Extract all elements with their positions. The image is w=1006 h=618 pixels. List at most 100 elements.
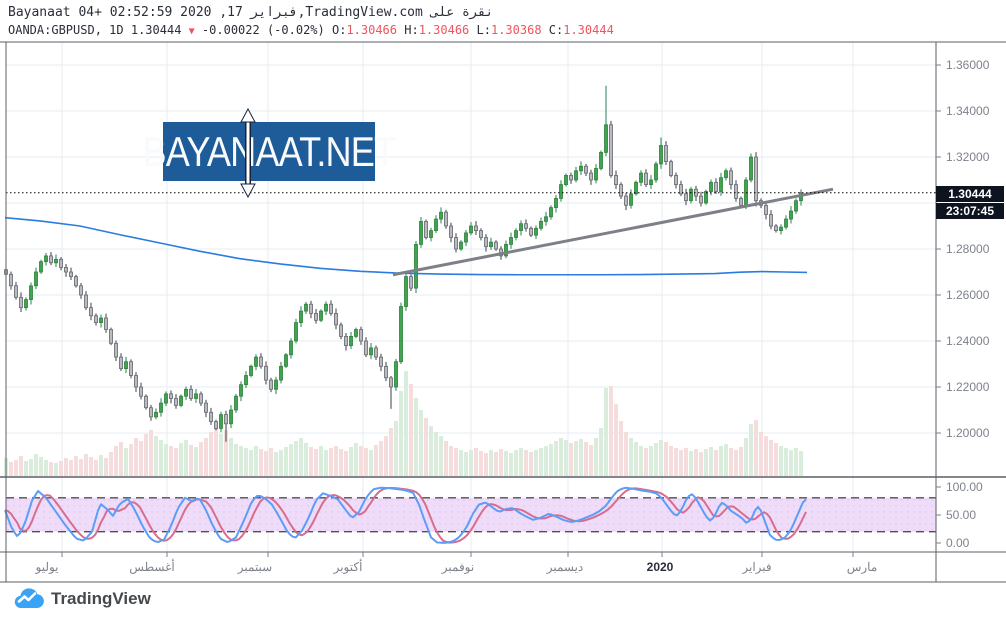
candle [69, 271, 73, 277]
volume-bar [444, 441, 448, 476]
candle [664, 145, 668, 163]
candle [584, 165, 588, 174]
candle [389, 377, 393, 388]
candle [164, 393, 168, 404]
price-axis-label: 1.26000 [946, 288, 990, 302]
candle [129, 361, 133, 376]
candle [54, 258, 58, 264]
candle [264, 365, 268, 381]
candle [169, 393, 173, 399]
candle [194, 393, 198, 399]
candle [704, 191, 708, 204]
time-axis-label: نوفمبر [441, 560, 475, 574]
volume-bar [669, 446, 673, 476]
volume-bar [59, 461, 63, 476]
candle [9, 273, 13, 287]
volume-bar [314, 449, 318, 476]
volume-bar [289, 444, 293, 476]
candle [299, 310, 303, 324]
volume-bar [384, 436, 388, 476]
candle [199, 393, 203, 404]
volume-bar [184, 440, 188, 476]
candle [14, 285, 18, 298]
candle [304, 303, 308, 312]
volume-bar [124, 448, 128, 476]
volume-bar [219, 434, 223, 476]
volume-bar [374, 445, 378, 476]
volume-bar [404, 371, 408, 476]
candle [94, 315, 98, 324]
candle [24, 299, 28, 309]
volume-bar [344, 451, 348, 476]
candle [114, 342, 118, 358]
open-value: 1.30466 [346, 23, 398, 37]
candle [609, 124, 613, 176]
candle [309, 303, 313, 314]
last-price: 1.30444 [130, 23, 182, 37]
volume-bar [729, 448, 733, 476]
volume-bar [364, 448, 368, 476]
volume-bar [354, 443, 358, 476]
symbol-status-line: OANDA:GBPUSD, 1D 1.30444 ▼ -0.00022 (-0.… [8, 23, 614, 37]
candle [254, 356, 258, 367]
volume-bar [239, 446, 243, 476]
tradingview-logo[interactable]: TradingView [12, 588, 151, 610]
candle [344, 335, 348, 346]
volume-bar [569, 443, 573, 476]
volume-bar [454, 448, 458, 476]
volume-bar [504, 451, 508, 476]
interval-label: 1D [109, 23, 124, 37]
candle [554, 197, 558, 208]
volume-bar [514, 450, 518, 476]
candle [339, 324, 343, 337]
candle [334, 312, 338, 326]
candle [454, 237, 458, 250]
volume-bar [789, 450, 793, 476]
volume-bar [724, 444, 728, 476]
volume-bar [584, 442, 588, 476]
volume-bar [679, 450, 683, 476]
snapshot-month-arabic: فبراير [250, 5, 298, 20]
volume-bar [204, 438, 208, 476]
volume-bar [794, 448, 798, 476]
candle [44, 255, 48, 263]
volume-bar [139, 441, 143, 476]
candle [79, 285, 83, 296]
price-axis-label: 1.24000 [946, 334, 990, 348]
time-axis-label: يوليو [35, 560, 59, 574]
candle [599, 151, 603, 169]
volume-bar [14, 460, 18, 476]
candle [684, 193, 688, 202]
volume-bar [634, 442, 638, 476]
volume-bar [709, 447, 713, 476]
candle [224, 414, 228, 425]
candle [439, 211, 443, 220]
candle [384, 365, 388, 379]
candle [514, 230, 518, 238]
volume-bar [639, 446, 643, 476]
candle [784, 218, 788, 228]
low-value: 1.30368 [490, 23, 542, 37]
candle [729, 170, 733, 186]
price-axis-label: 1.28000 [946, 242, 990, 256]
volume-bar [539, 448, 543, 476]
candle [349, 335, 353, 346]
volume-bar [739, 447, 743, 476]
volume-bar [589, 445, 593, 476]
volume-bar [389, 428, 393, 476]
candle [604, 124, 608, 153]
volume-bar [189, 445, 193, 476]
candle [419, 220, 423, 245]
volume-bar [664, 442, 668, 476]
volume-bar [324, 450, 328, 476]
volume-bar [469, 450, 473, 476]
candle [244, 375, 248, 386]
volume-bar [654, 443, 658, 476]
candle [294, 322, 298, 342]
candle [124, 361, 128, 370]
volume-bar [594, 438, 598, 476]
volume-bar [429, 426, 433, 476]
volume-bar [264, 451, 268, 476]
candle [539, 220, 543, 229]
